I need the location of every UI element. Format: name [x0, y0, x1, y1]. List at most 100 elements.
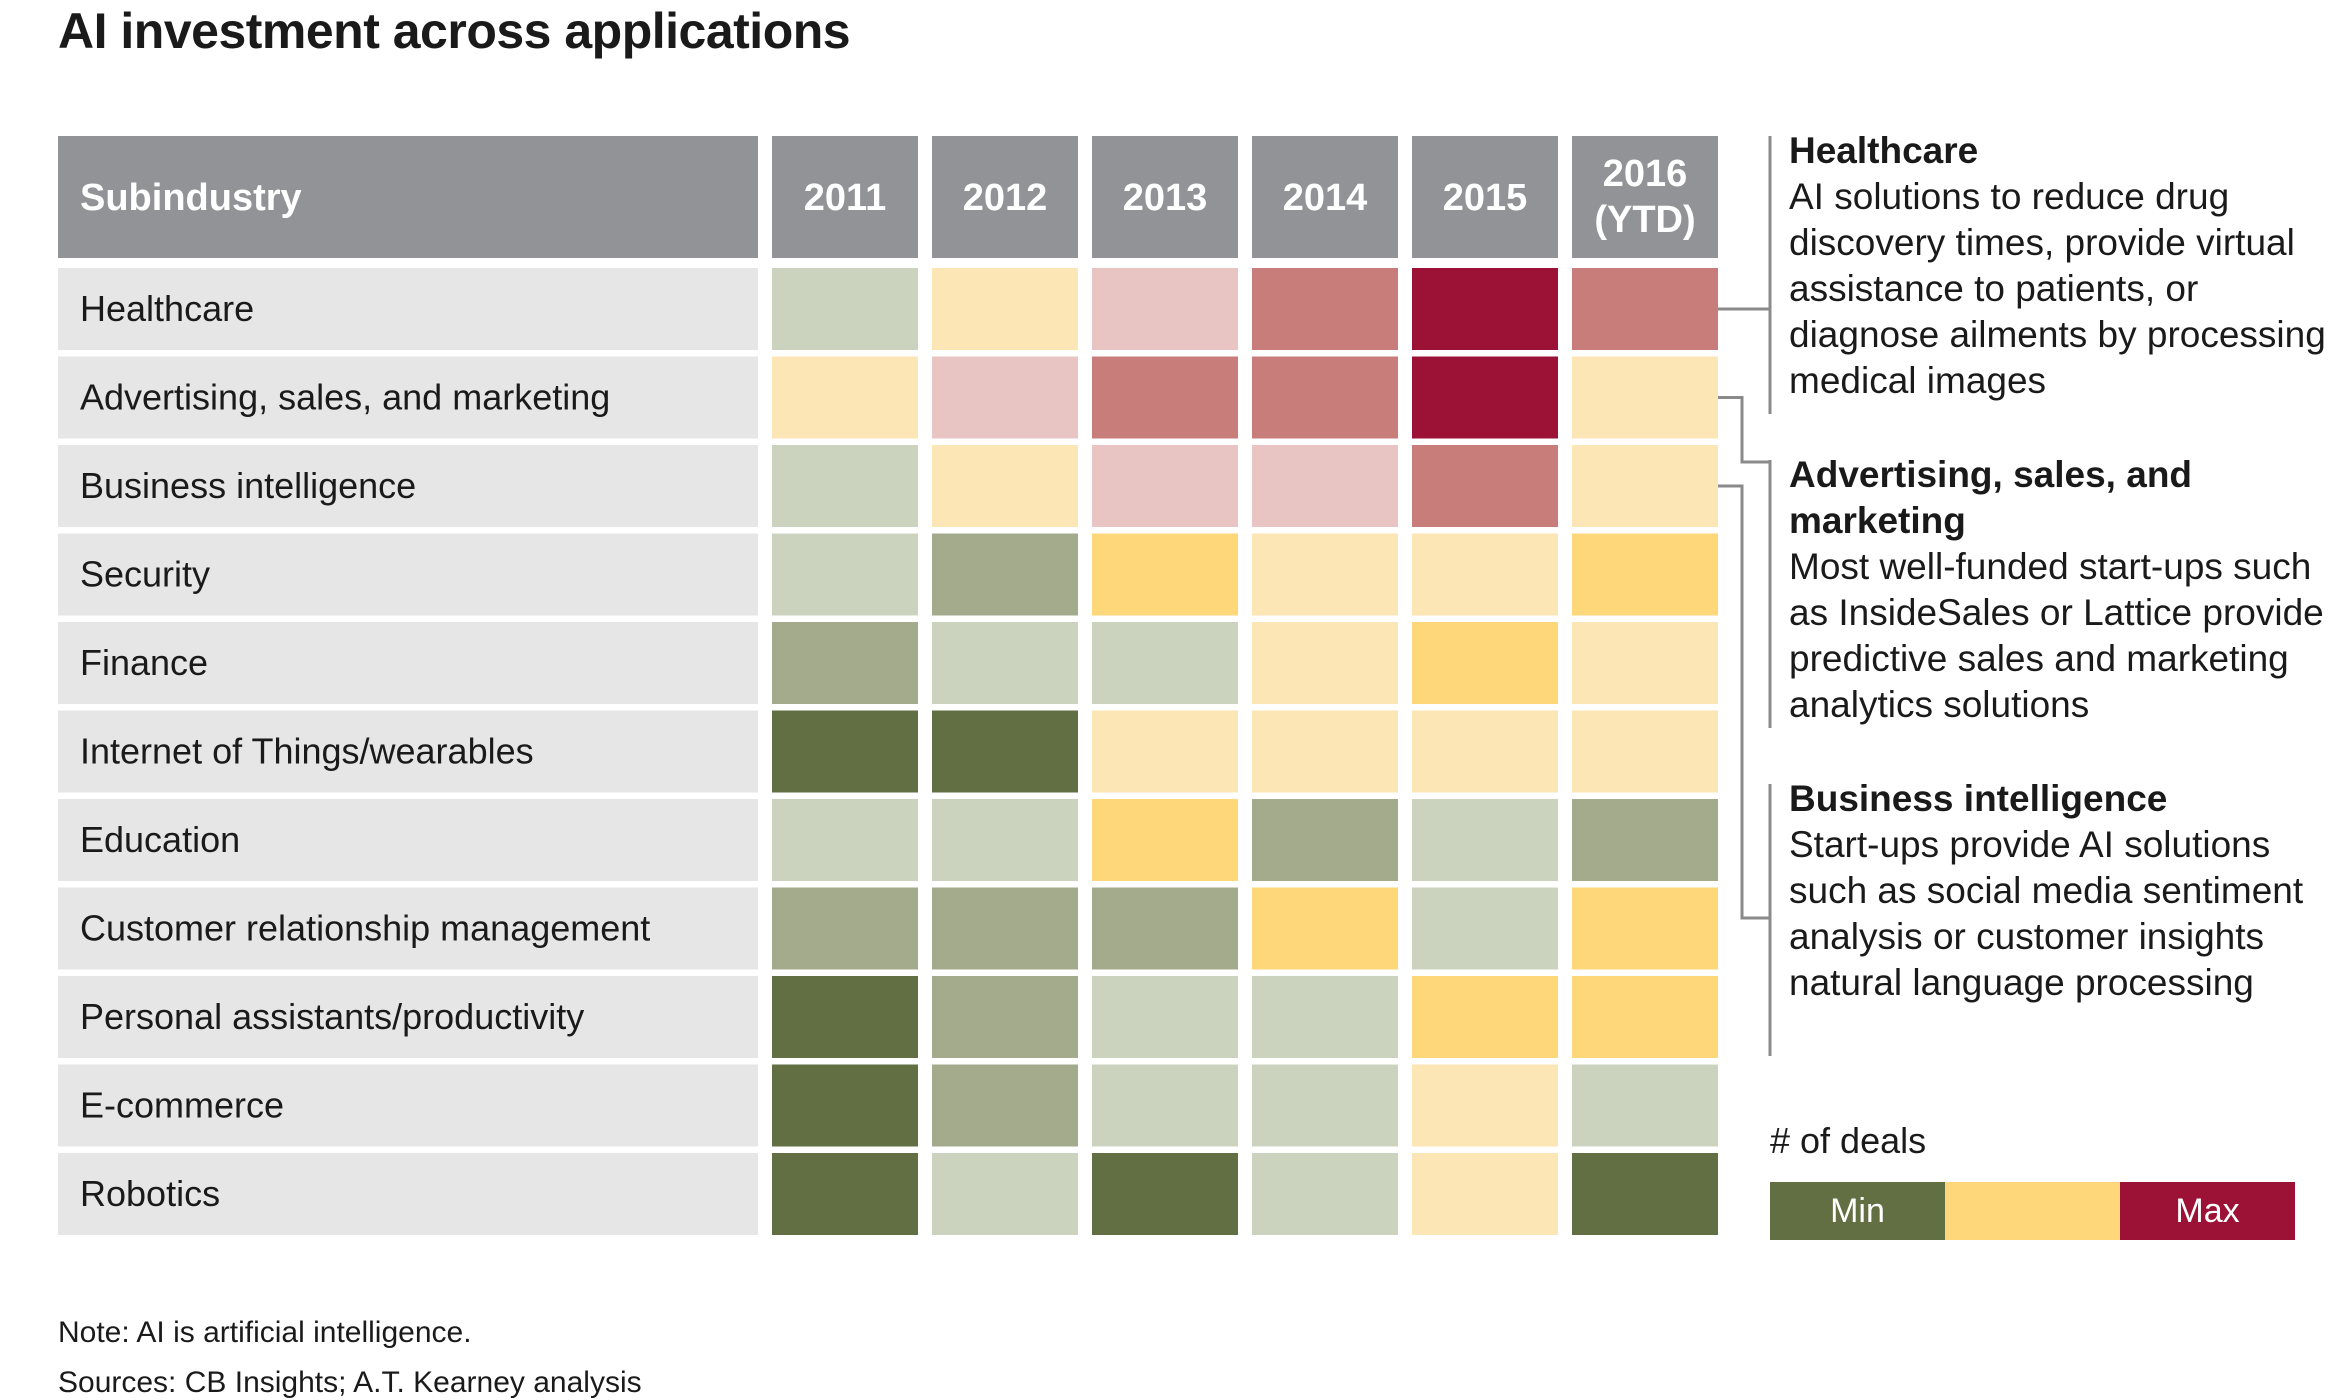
heatmap-cell	[772, 976, 918, 1058]
annotation-advertising-heading: Advertising, sales, and marketing	[1789, 454, 2193, 541]
heatmap-cell	[1252, 799, 1398, 881]
heatmap-cell	[772, 533, 918, 616]
heatmap-cell	[932, 622, 1078, 704]
heatmap-cell	[1252, 976, 1398, 1058]
row-label-cell	[58, 1064, 758, 1147]
heatmap-cell	[1572, 622, 1718, 704]
heatmap-cell	[772, 1153, 918, 1235]
header-year-cell	[1092, 136, 1238, 258]
heatmap-cell	[1412, 268, 1558, 350]
annotation-business-intelligence-connector	[1718, 484, 1770, 920]
annotation-advertising-connector	[1718, 396, 1770, 464]
row-label: Personal assistants/productivity	[80, 996, 584, 1037]
heatmap-cell	[1412, 887, 1558, 970]
header-year-label: 2014	[1283, 177, 1368, 219]
heatmap-cell	[932, 887, 1078, 970]
annotation-advertising-text: Most well-funded start-ups such as Insid…	[1789, 546, 2324, 725]
legend: Min Max	[1770, 1182, 2295, 1240]
heatmap-cell	[1092, 622, 1238, 704]
row-label: E-commerce	[80, 1085, 284, 1126]
heatmap-cell	[1252, 887, 1398, 970]
heatmap-cell	[932, 1153, 1078, 1235]
legend-mid	[1945, 1182, 2120, 1240]
heatmap-cell	[1252, 1153, 1398, 1235]
header-year-cell	[772, 136, 918, 258]
legend-min: Min	[1770, 1182, 1945, 1240]
heatmap-cell	[1092, 268, 1238, 350]
header-year-label: 2013	[1123, 177, 1208, 219]
heatmap-cell	[1412, 622, 1558, 704]
heatmap-cell	[1092, 710, 1238, 793]
heatmap-cell	[772, 445, 918, 527]
heatmap-cell	[1252, 533, 1398, 616]
row-label-cell	[58, 710, 758, 793]
heatmap-cell	[772, 268, 918, 350]
heatmap-cell	[1092, 1064, 1238, 1147]
heatmap-cell	[1412, 1153, 1558, 1235]
heatmap-cell	[1412, 445, 1558, 527]
heatmap-cell	[1412, 799, 1558, 881]
heatmap-cell	[1252, 356, 1398, 439]
row-label-cell	[58, 445, 758, 527]
heatmap-cell	[1412, 356, 1558, 439]
heatmap-cell	[1252, 445, 1398, 527]
row-label: Healthcare	[80, 288, 254, 329]
heatmap-cell	[1572, 799, 1718, 881]
heatmap-cell	[1252, 1064, 1398, 1147]
heatmap-cell	[772, 887, 918, 970]
row-label-cell	[58, 887, 758, 970]
row-label-cell	[58, 356, 758, 439]
heatmap-cell	[1252, 268, 1398, 350]
row-label-cell	[58, 976, 758, 1058]
heatmap-cell	[1252, 710, 1398, 793]
row-label: Security	[80, 554, 210, 595]
heatmap-cell	[1092, 533, 1238, 616]
header-year-cell	[1412, 136, 1558, 258]
row-label-cell	[58, 799, 758, 881]
annotation-healthcare: Healthcare AI solutions to reduce drug d…	[1789, 128, 2334, 404]
row-label: Business intelligence	[80, 465, 416, 506]
header-year-cell	[1572, 136, 1718, 258]
heatmap-cell	[932, 533, 1078, 616]
heatmap-cell	[1412, 1064, 1558, 1147]
header-year-cell	[932, 136, 1078, 258]
heatmap-cell	[1092, 445, 1238, 527]
heatmap-cell	[1572, 356, 1718, 439]
heatmap-cell	[932, 976, 1078, 1058]
row-label: Finance	[80, 642, 208, 683]
heatmap-cell	[1092, 976, 1238, 1058]
header-year-cell	[1252, 136, 1398, 258]
annotation-business-intelligence: Business intelligence Start-ups provide …	[1789, 776, 2334, 1006]
heatmap-cell	[772, 622, 918, 704]
heatmap-cell	[1572, 1064, 1718, 1147]
heatmap-cell	[1572, 976, 1718, 1058]
heatmap-cell	[772, 710, 918, 793]
heatmap-cell	[772, 1064, 918, 1147]
header-year-label: 2011	[804, 177, 886, 219]
annotation-healthcare-heading: Healthcare	[1789, 130, 1979, 171]
row-label: Customer relationship management	[80, 908, 650, 949]
note-text: Note: AI is artificial intelligence.	[58, 1316, 472, 1349]
header-year-label: 2015	[1443, 177, 1528, 219]
heatmap-cell	[932, 445, 1078, 527]
heatmap-cell	[1572, 710, 1718, 793]
heatmap-cell	[1412, 710, 1558, 793]
heatmap-cell	[1572, 533, 1718, 616]
heatmap-cell	[932, 268, 1078, 350]
annotation-advertising: Advertising, sales, and marketing Most w…	[1789, 452, 2334, 728]
heatmap-cell	[1572, 268, 1718, 350]
heatmap-chart: Subindustry 2011 2012 2013 2014 2015 2016 (YTD)…	[58, 136, 1772, 1235]
sources-text: Sources: CB Insights; A.T. Kearney analy…	[58, 1366, 642, 1399]
row-label: Internet of Things/wearables	[80, 731, 534, 772]
header-year-label: 2016 (YTD)	[1594, 153, 1695, 241]
legend-title: # of deals	[1770, 1120, 1927, 1161]
legend-max: Max	[2120, 1182, 2295, 1240]
heatmap-cell	[1092, 887, 1238, 970]
row-label: Robotics	[80, 1173, 220, 1214]
chart-title: AI investment across applications	[58, 3, 851, 59]
row-label-cell	[58, 268, 758, 350]
heatmap-cell	[1092, 799, 1238, 881]
row-label-cell	[58, 533, 758, 616]
heatmap-cell	[932, 799, 1078, 881]
heatmap-cell	[1572, 1153, 1718, 1235]
